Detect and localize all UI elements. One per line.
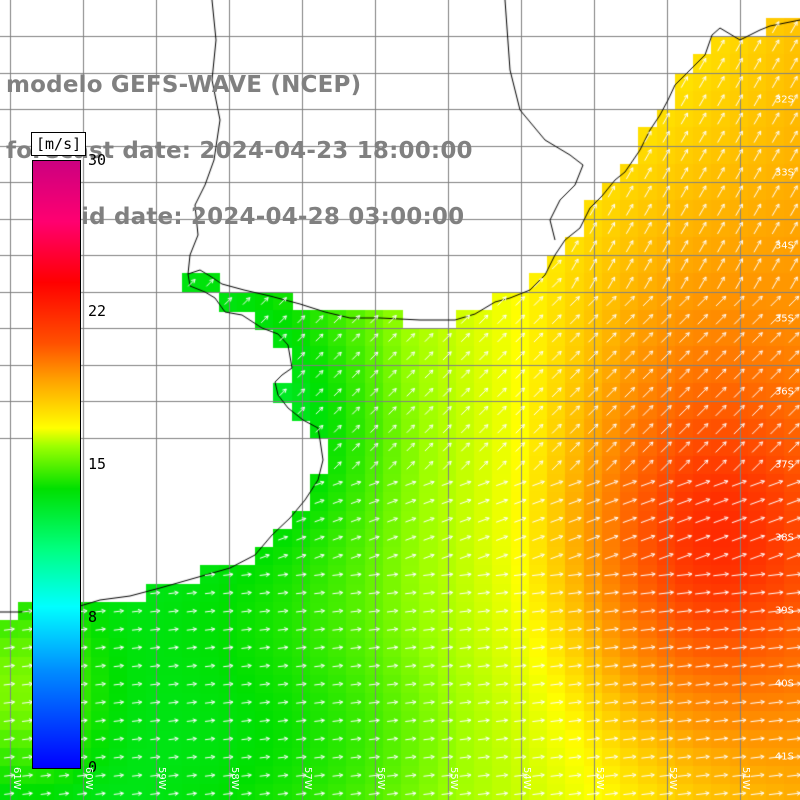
lat-label: 38S [774,532,794,544]
lat-label: 35S [774,313,794,325]
lat-label: 33S [774,167,794,179]
lat-label: 37S [774,459,794,471]
lon-label: 56W [375,767,386,790]
lat-label: 34S [774,240,794,252]
lat-label: 32S [774,94,794,106]
colorbar-tick-0: 0 [88,758,98,776]
lon-label: 54W [521,767,532,790]
lat-label: 41S [774,751,794,763]
lon-label: 58W [229,767,240,790]
colorbar-tick-8: 8 [88,608,98,626]
lon-label: 55W [448,767,459,790]
colorbar-tick-30: 30 [88,151,107,169]
lon-label: 61W [11,767,22,790]
colorbar [32,160,81,769]
lat-label: 36S [774,386,794,398]
map-title: modelo GEFS-WAVE (NCEP) forecast date: 2… [6,30,473,272]
lat-label: 39S [774,605,794,617]
colorbar-unit-label: [m/s] [31,132,87,156]
title-model: modelo GEFS-WAVE (NCEP) [6,72,362,98]
lon-label: 60W [83,767,94,790]
colorbar-tick-15: 15 [88,455,107,473]
colorbar-tick-22: 22 [88,302,107,320]
lon-label: 57W [302,767,313,790]
lon-label: 59W [156,767,167,790]
lat-label: 40S [774,678,794,690]
lon-label: 53W [594,767,605,790]
lon-label: 51W [740,767,751,790]
lon-label: 52W [667,767,678,790]
